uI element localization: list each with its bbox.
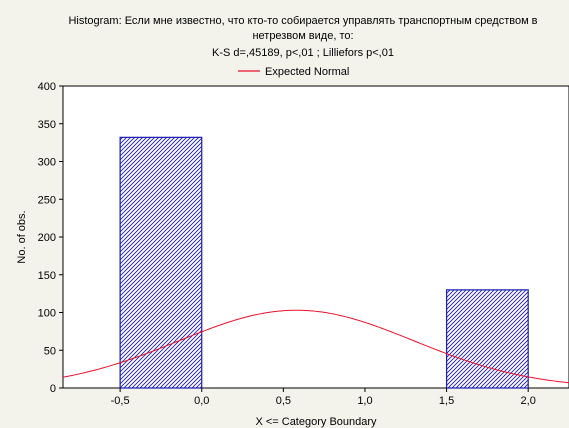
- x-tick-label: 0,0: [194, 395, 209, 407]
- x-axis-ticks: -0,5 0,0 0,5 1,0 1,5 2,0: [111, 388, 536, 407]
- y-tick-label: 400: [38, 81, 56, 93]
- y-tick-label: 100: [38, 308, 56, 320]
- y-tick-label: 0: [50, 383, 56, 395]
- x-tick-label: 1,5: [439, 395, 454, 407]
- bars-group: [119, 136, 529, 389]
- x-tick-label: 2,0: [521, 395, 536, 407]
- chart-title-line-2: нетрезвом виде, то:: [252, 30, 353, 42]
- x-tick-label: 1,0: [357, 395, 372, 407]
- x-tick-label: 0,5: [276, 395, 291, 407]
- y-axis-label: No. of obs.: [16, 210, 28, 263]
- y-tick-label: 300: [38, 157, 56, 169]
- y-tick-label: 150: [38, 270, 56, 282]
- y-tick-label: 50: [44, 345, 56, 357]
- x-axis-label: X <= Category Boundary: [255, 416, 377, 428]
- expected-normal-curve: [63, 309, 569, 384]
- x-tick-label: -0,5: [111, 395, 130, 407]
- y-tick-label: 200: [38, 232, 56, 244]
- histogram-bar-2: [445, 289, 529, 389]
- y-axis-ticks: 0 50 100 150 200 250 300 350 400: [38, 81, 63, 395]
- chart-subtitle: K-S d=,45189, p<,01 ; Lilliefors p<,01: [212, 47, 394, 59]
- chart-title-line-1: Histogram: Если мне известно, что кто-то…: [68, 15, 537, 27]
- histogram-bar-1: [119, 136, 203, 389]
- legend-label: Expected Normal: [265, 66, 349, 78]
- y-tick-label: 350: [38, 119, 56, 131]
- y-tick-label: 250: [38, 194, 56, 206]
